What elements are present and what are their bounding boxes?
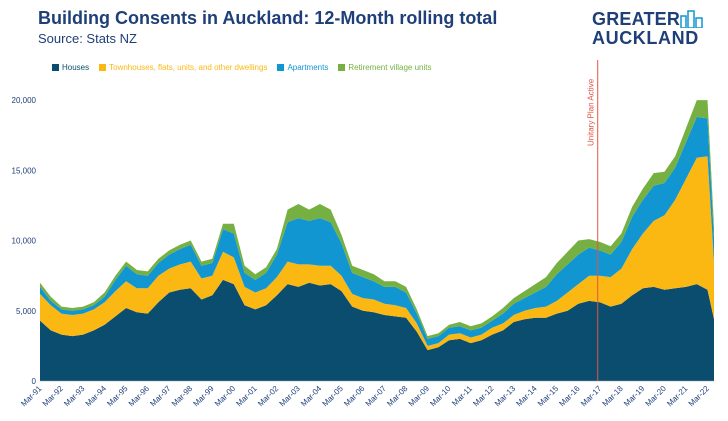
x-tick-label: Mar-17 — [579, 384, 604, 409]
x-tick-label: Mar-06 — [342, 384, 367, 409]
x-tick-label: Mar-96 — [127, 384, 152, 409]
y-tick-label: 15,000 — [12, 166, 37, 175]
area-houses — [40, 279, 714, 381]
x-tick-label: Mar-09 — [407, 384, 432, 409]
legend-label-townhouses: Townhouses, flats, units, and other dwel… — [109, 63, 268, 72]
x-tick-label: Mar-12 — [471, 384, 496, 409]
legend-label-houses: Houses — [62, 63, 90, 72]
x-tick-label: Mar-93 — [62, 384, 87, 409]
x-tick-label: Mar-99 — [191, 384, 216, 409]
x-tick-label: Mar-92 — [41, 384, 66, 409]
skyline-icon — [680, 10, 703, 28]
x-tick-label: Mar-15 — [536, 384, 561, 409]
legend-item-townhouses: Townhouses, flats, units, and other dwel… — [99, 63, 267, 72]
x-tick-label: Mar-22 — [687, 384, 712, 409]
logo-line1: GREATER — [592, 9, 681, 29]
x-tick-label: Mar-08 — [385, 384, 410, 409]
x-tick-label: Mar-04 — [299, 384, 324, 409]
legend-item-retirement: Retirement village units — [338, 63, 432, 72]
x-tick-label: Mar-98 — [170, 384, 195, 409]
unitary-plan-label: Unitary Plan Active — [587, 78, 596, 146]
x-tick-label: Mar-00 — [213, 384, 238, 409]
x-tick-label: Mar-97 — [148, 384, 173, 409]
x-tick-label: Mar-18 — [601, 384, 626, 409]
chart-legend: Houses Townhouses, flats, units, and oth… — [52, 63, 432, 72]
legend-label-retirement: Retirement village units — [348, 63, 432, 72]
x-tick-label: Mar-11 — [450, 384, 474, 408]
x-tick-label: Mar-13 — [493, 384, 518, 409]
y-tick-label: 20,000 — [12, 96, 37, 105]
greater-auckland-logo: GREATER AUCKLAND — [592, 8, 720, 52]
legend-item-houses: Houses — [52, 63, 89, 72]
chart-subtitle: Source: Stats NZ — [38, 31, 137, 46]
legend-label-apartments: Apartments — [287, 63, 329, 72]
x-tick-label: Mar-05 — [321, 384, 346, 409]
area-townhouses — [40, 156, 714, 351]
x-tick-label: Mar-91 — [19, 384, 44, 409]
y-tick-label: 5,000 — [16, 307, 37, 316]
x-tick-label: Mar-07 — [364, 384, 389, 409]
legend-swatch-retirement — [338, 64, 346, 71]
legend-item-apartments: Apartments — [277, 63, 328, 72]
area-retirement — [40, 100, 714, 339]
chart-title: Building Consents in Auckland: 12-Month … — [38, 8, 498, 28]
x-tick-label: Mar-03 — [278, 384, 303, 409]
x-tick-label: Mar-95 — [105, 384, 130, 409]
x-tick-label: Mar-21 — [665, 384, 690, 409]
x-tick-label: Mar-19 — [622, 384, 647, 409]
y-tick-label: 0 — [32, 377, 37, 386]
legend-swatch-houses — [52, 64, 59, 71]
logo-line2: AUCKLAND — [592, 28, 699, 48]
x-tick-label: Mar-01 — [234, 384, 259, 409]
area-apartments — [40, 116, 714, 346]
x-tick-label: Mar-02 — [256, 384, 281, 409]
x-tick-label: Mar-94 — [84, 384, 109, 409]
legend-swatch-townhouses — [99, 64, 107, 71]
x-tick-label: Mar-16 — [557, 384, 582, 409]
x-tick-label: Mar-20 — [644, 384, 669, 409]
y-tick-label: 10,000 — [12, 237, 37, 246]
legend-swatch-apartments — [277, 64, 285, 71]
x-tick-label: Mar-10 — [428, 384, 453, 409]
x-tick-label: Mar-14 — [514, 384, 539, 409]
